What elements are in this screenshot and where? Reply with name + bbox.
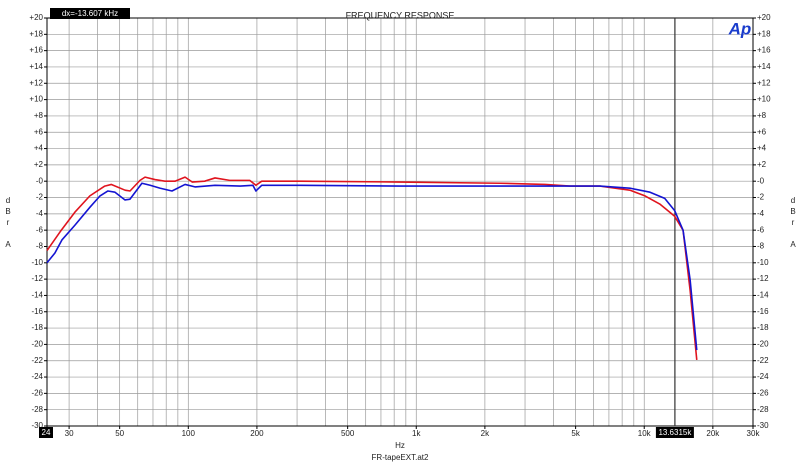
series-line [46, 182, 698, 351]
y-tick-label: -4 [36, 209, 44, 218]
x-axis-label: Hz [395, 441, 405, 450]
y-tick-label: -0 [36, 176, 44, 185]
y-tick-label-right: -22 [757, 356, 769, 365]
y-tick-label-right: -18 [757, 323, 769, 332]
y-tick-label: -6 [36, 225, 44, 234]
y-tick-label-right: +20 [757, 13, 771, 22]
x-tick-label: 500 [341, 429, 355, 438]
series-line [46, 176, 698, 360]
y-tick-label: -14 [31, 291, 43, 300]
x-tick-label: 30 [65, 429, 74, 438]
y-tick-label: +14 [29, 62, 43, 71]
y-tick-label-right: -26 [757, 388, 769, 397]
y-tick-label: -22 [31, 356, 43, 365]
y-tick-label-right: -0 [757, 176, 765, 185]
y-tick-label-right: +6 [757, 127, 767, 136]
y-tick-label-right: +12 [757, 78, 771, 87]
y-tick-label-right: -8 [757, 242, 765, 251]
x-tick-label: 200 [250, 429, 264, 438]
footer: FR-tapeEXT.at2 [372, 453, 429, 462]
y-tick-label-right: -10 [757, 258, 769, 267]
readout-box [50, 8, 130, 19]
y-tick-label: -16 [31, 307, 43, 316]
y-axis-label-right: dBr A [789, 196, 798, 251]
y-tick-label: +8 [34, 111, 44, 120]
x-tick-label: 24 [42, 428, 51, 437]
y-tick-label: +20 [29, 13, 43, 22]
y-tick-label-right: -16 [757, 307, 769, 316]
cursor-box [655, 427, 694, 438]
chart-title: FREQUENCY RESPONSE [346, 10, 455, 20]
y-tick-label: -20 [31, 340, 43, 349]
x-tick-label: 50 [115, 429, 124, 438]
y-tick-label: +2 [34, 160, 44, 169]
y-tick-label: +16 [29, 46, 43, 55]
x-tick-label: 20k [706, 429, 720, 438]
y-tick-label-right: -20 [757, 340, 769, 349]
x-tick-label: 30k [747, 429, 761, 438]
y-tick-label: +12 [29, 78, 43, 87]
x-tick-label: 2k [481, 429, 490, 438]
y-tick-label-right: -14 [757, 291, 769, 300]
x-tick-label: 5k [571, 429, 580, 438]
y-tick-label-right: +14 [757, 62, 771, 71]
y-axis-label: dBr A [4, 196, 13, 251]
y-tick-label: -24 [31, 372, 43, 381]
y-tick-label-right: +8 [757, 111, 767, 120]
y-tick-label: -2 [36, 193, 44, 202]
y-tick-label: -30 [31, 421, 43, 430]
y-tick-label: +10 [29, 95, 43, 104]
y-tick-label: +18 [29, 29, 43, 38]
y-tick-label-right: +10 [757, 95, 771, 104]
y-tick-label-right: -2 [757, 193, 765, 202]
y-tick-label-right: -4 [757, 209, 765, 218]
y-tick-label-right: +18 [757, 29, 771, 38]
plot-frame [46, 17, 754, 427]
cursor-label: 13.6315k [658, 428, 692, 437]
y-tick-label-right: -24 [757, 372, 769, 381]
readout: dx=-13.607 kHz [62, 9, 118, 18]
y-tick-label: -8 [36, 242, 44, 251]
x-tick-label: 1k [412, 429, 421, 438]
x-start-box [39, 427, 53, 438]
y-tick-label: -18 [31, 323, 43, 332]
y-tick-label-right: +2 [757, 160, 767, 169]
y-tick-label-right: -6 [757, 225, 765, 234]
y-tick-label: -10 [31, 258, 43, 267]
logo: Ap [728, 19, 752, 38]
y-tick-label: -28 [31, 405, 43, 414]
y-tick-label-right: +4 [757, 144, 767, 153]
y-tick-label-right: -30 [757, 421, 769, 430]
y-tick-label: -26 [31, 388, 43, 397]
y-tick-label: +4 [34, 144, 44, 153]
x-tick-label: 100 [182, 429, 196, 438]
y-tick-label: +6 [34, 127, 44, 136]
y-tick-label: -12 [31, 274, 43, 283]
y-tick-label-right: -12 [757, 274, 769, 283]
y-tick-label-right: -28 [757, 405, 769, 414]
x-tick-label: 10k [638, 429, 652, 438]
y-tick-label-right: +16 [757, 46, 771, 55]
